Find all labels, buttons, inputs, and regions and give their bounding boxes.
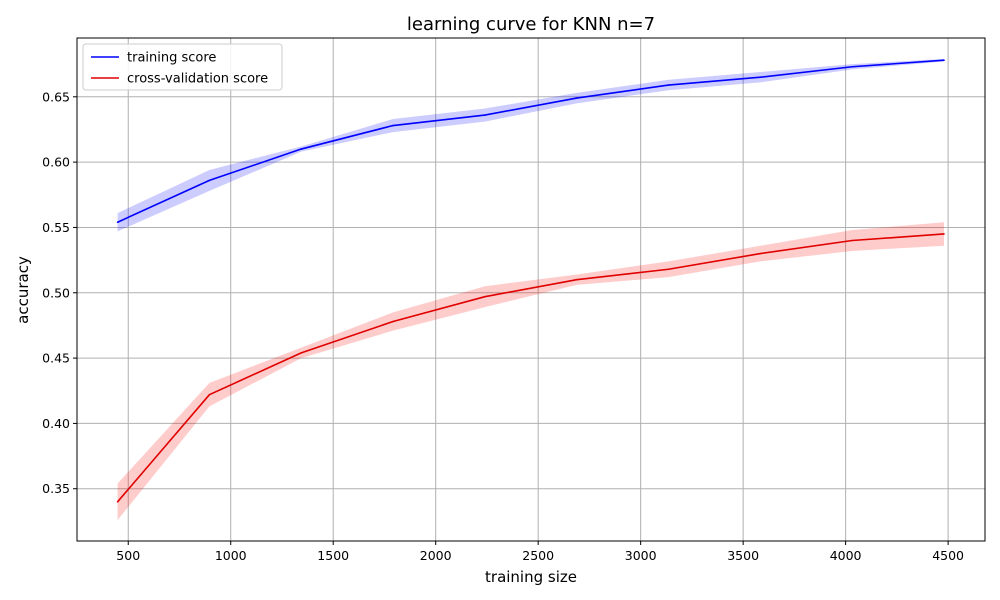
confidence-bands — [117, 58, 945, 521]
series-point-0 — [575, 97, 578, 99]
axis-ticks: 500 1000 1500 2000 2500 3000 3500 4000 4500 0.35 0… — [42, 89, 964, 563]
y-tick-label: 0.50 — [42, 285, 70, 300]
series-point-1 — [667, 268, 670, 271]
series-point-1 — [943, 233, 945, 235]
x-tick-label: 2500 — [522, 548, 554, 563]
series-point-0 — [300, 148, 303, 150]
y-tick-label: 0.40 — [42, 416, 70, 431]
series-point-0 — [943, 59, 945, 62]
series-line-0 — [117, 59, 945, 223]
series-point-0 — [392, 124, 394, 127]
series-point-0 — [116, 221, 119, 224]
y-tick-label: 0.65 — [42, 89, 70, 104]
x-tick-label: 3500 — [727, 548, 759, 563]
series-point-1 — [484, 295, 486, 298]
series-point-1 — [759, 252, 762, 255]
series-point-1 — [208, 393, 211, 396]
y-tick-label: 0.35 — [42, 481, 70, 496]
series-point-0 — [484, 114, 486, 116]
x-tick-label: 3000 — [625, 548, 657, 563]
x-tick-label: 4500 — [932, 548, 964, 563]
plot-frame — [76, 37, 986, 542]
series-point-1 — [300, 352, 303, 354]
y-tick-label: 0.55 — [42, 220, 70, 235]
y-tick-label: 0.45 — [42, 351, 70, 366]
series-lines — [116, 59, 945, 503]
series-point-0 — [667, 84, 670, 86]
legend: training score cross-validation score — [82, 43, 283, 91]
chart-title: learning curve for KNN n=7 — [407, 14, 655, 35]
x-tick-label: 1000 — [215, 548, 247, 563]
x-tick-label: 1500 — [317, 548, 349, 563]
series-point-1 — [851, 239, 853, 242]
series-point-1 — [116, 501, 119, 503]
x-tick-label: 2000 — [420, 548, 452, 563]
y-tick-label: 0.60 — [42, 155, 70, 170]
series-band-1 — [117, 222, 945, 521]
series-line-1 — [116, 233, 945, 503]
legend-box — [82, 43, 283, 91]
legend-label-1: cross-validation score — [127, 72, 268, 87]
x-tick-label: 500 — [116, 548, 140, 563]
series-point-1 — [392, 320, 394, 323]
series-point-0 — [759, 76, 762, 78]
series-point-0 — [851, 65, 853, 68]
legend-label-0: training score — [127, 51, 216, 66]
x-axis-label: training size — [485, 568, 577, 586]
series-point-1 — [575, 278, 578, 281]
x-tick-label: 4000 — [830, 548, 862, 563]
grid — [77, 38, 985, 541]
y-axis-label: accuracy — [14, 256, 32, 324]
series-point-0 — [208, 179, 211, 182]
